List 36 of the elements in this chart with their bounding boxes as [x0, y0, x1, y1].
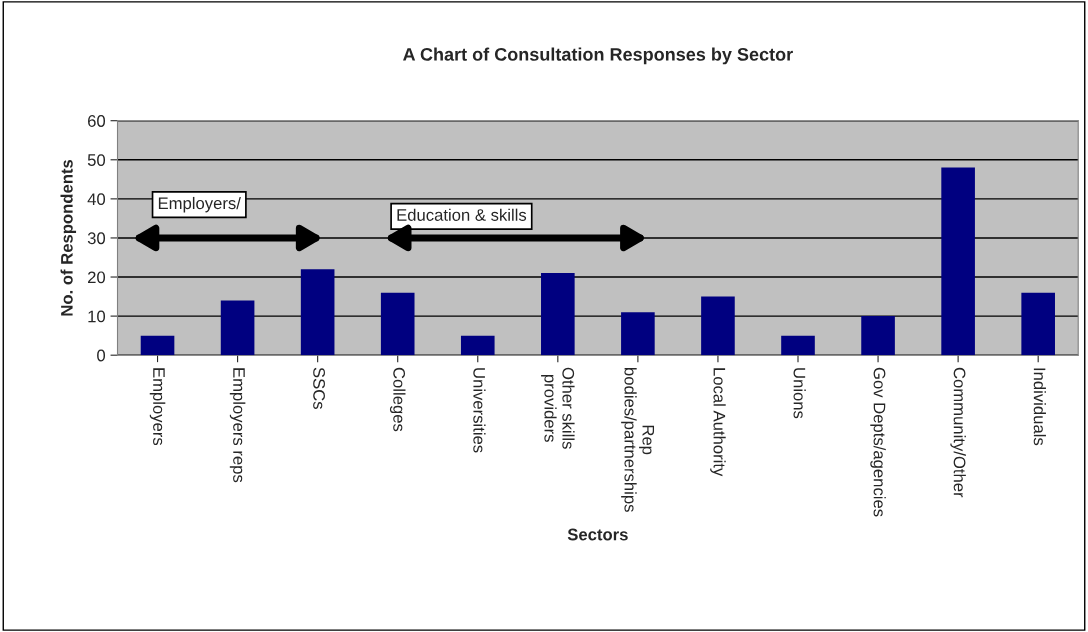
bar: [941, 167, 975, 356]
x-tick-label: Employers: [149, 368, 166, 446]
x-tick-label: Employers reps: [229, 368, 246, 483]
bar: [460, 335, 495, 356]
x-tick-label: SSCs: [313, 367, 325, 409]
x-tick-label: Gov Depts/agencies: [870, 367, 886, 517]
x-tick-label: Local Authority: [710, 368, 726, 477]
y-tick-label: 10: [88, 310, 106, 323]
bar: [220, 300, 255, 356]
x-tick-label: Community/Other: [950, 367, 966, 498]
y-tick-label: 0: [97, 349, 106, 362]
y-axis-title: No. of Respondents: [60, 159, 77, 316]
y-tick-label: 40: [87, 193, 106, 206]
chart-title: A Chart of Consultation Responses by Sector: [403, 47, 793, 65]
bar: [701, 296, 735, 356]
bar: [541, 273, 575, 356]
x-tick-label: Unions: [793, 368, 806, 419]
bar: [140, 335, 175, 356]
annotation: Employers/: [158, 196, 241, 213]
x-tick-label: Universities: [473, 368, 486, 453]
y-tick-label: 60: [88, 115, 106, 127]
x-tick-label: Other skills providers: [541, 367, 575, 449]
x-tick-label: Individuals: [1033, 368, 1046, 446]
y-tick-label: 50: [87, 154, 106, 166]
x-tick-label: Rep bodies/partnerships: [621, 368, 655, 512]
x-axis-title: Sectors: [567, 528, 628, 541]
y-tick-label: 30: [87, 232, 106, 245]
bar: [621, 312, 655, 356]
bar: [300, 269, 335, 356]
x-tick-label: Colleges: [389, 367, 406, 432]
bar: [781, 335, 815, 356]
annotation: Education & skills: [397, 208, 527, 221]
y-tick-label: 20: [88, 271, 106, 284]
bar: [1021, 292, 1055, 356]
bar: [861, 316, 895, 356]
bar: [380, 292, 415, 356]
